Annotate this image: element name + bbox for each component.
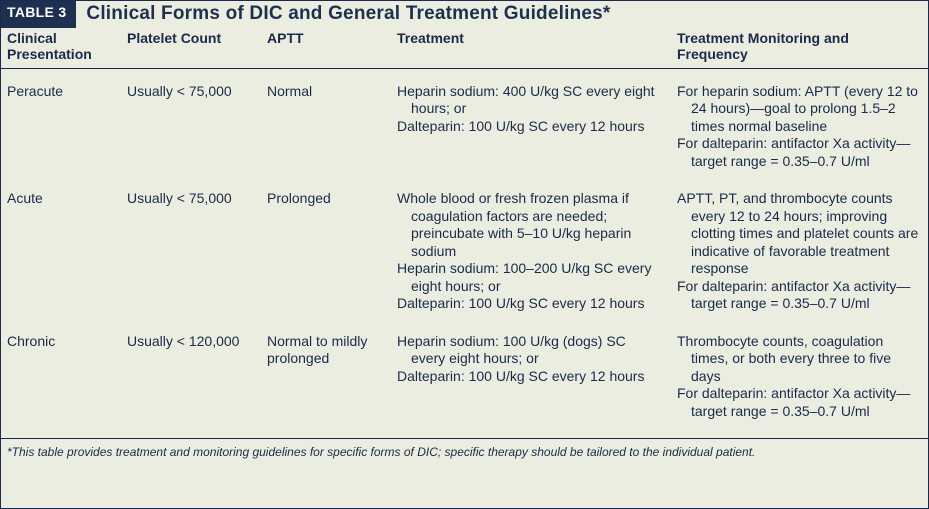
treatment-line: Heparin sodium: 400 U/kg SC every eight … xyxy=(397,83,663,118)
cell-treatment: Whole blood or fresh frozen plasma if co… xyxy=(391,176,671,319)
cell-platelet: Usually < 75,000 xyxy=(121,68,261,176)
cell-platelet: Usually < 120,000 xyxy=(121,319,261,439)
table-body: PeracuteUsually < 75,000NormalHeparin so… xyxy=(1,68,928,438)
monitoring-line: For dalteparin: antifactor Xa activity—t… xyxy=(677,135,920,170)
table-container: TABLE 3 Clinical Forms of DIC and Genera… xyxy=(0,0,929,509)
cell-presentation: Peracute xyxy=(1,68,121,176)
table-row: ChronicUsually < 120,000Normal to mildly… xyxy=(1,319,928,439)
monitoring-line: For dalteparin: antifactor Xa activity—t… xyxy=(677,385,920,420)
treatment-line: Dalteparin: 100 U/kg SC every 12 hours xyxy=(397,118,663,136)
treatment-line: Dalteparin: 100 U/kg SC every 12 hours xyxy=(397,368,663,386)
table-badge: TABLE 3 xyxy=(1,1,76,28)
table-row: PeracuteUsually < 75,000NormalHeparin so… xyxy=(1,68,928,176)
cell-aptt: Prolonged xyxy=(261,176,391,319)
treatment-line: Whole blood or fresh frozen plasma if co… xyxy=(397,190,663,260)
cell-monitoring: APTT, PT, and thrombocyte counts every 1… xyxy=(671,176,928,319)
monitoring-line: For heparin sodium: APTT (every 12 to 24… xyxy=(677,83,920,136)
footnote: *This table provides treatment and monit… xyxy=(1,439,928,468)
col-header-monitoring: Treatment Monitoring and Frequency xyxy=(671,28,928,69)
table-title: Clinical Forms of DIC and General Treatm… xyxy=(76,1,610,28)
title-row: TABLE 3 Clinical Forms of DIC and Genera… xyxy=(1,1,928,28)
cell-monitoring: For heparin sodium: APTT (every 12 to 24… xyxy=(671,68,928,176)
col-header-treatment: Treatment xyxy=(391,28,671,69)
cell-presentation: Chronic xyxy=(1,319,121,439)
col-header-presentation: Clinical Presentation xyxy=(1,28,121,69)
cell-treatment: Heparin sodium: 400 U/kg SC every eight … xyxy=(391,68,671,176)
header-row: Clinical Presentation Platelet Count APT… xyxy=(1,28,928,69)
cell-presentation: Acute xyxy=(1,176,121,319)
treatment-line: Heparin sodium: 100–200 U/kg SC every ei… xyxy=(397,260,663,295)
col-header-platelet: Platelet Count xyxy=(121,28,261,69)
monitoring-line: For dalteparin: antifactor Xa activity—t… xyxy=(677,278,920,313)
col-header-aptt: APTT xyxy=(261,28,391,69)
cell-aptt: Normal xyxy=(261,68,391,176)
monitoring-line: Thrombocyte counts, coagulation times, o… xyxy=(677,333,920,386)
cell-treatment: Heparin sodium: 100 U/kg (dogs) SC every… xyxy=(391,319,671,439)
cell-aptt: Normal to mildly prolonged xyxy=(261,319,391,439)
treatment-line: Heparin sodium: 100 U/kg (dogs) SC every… xyxy=(397,333,663,368)
cell-monitoring: Thrombocyte counts, coagulation times, o… xyxy=(671,319,928,439)
treatment-line: Dalteparin: 100 U/kg SC every 12 hours xyxy=(397,295,663,313)
col-header-text: Clinical Presentation xyxy=(7,30,97,62)
cell-platelet: Usually < 75,000 xyxy=(121,176,261,319)
clinical-table: Clinical Presentation Platelet Count APT… xyxy=(1,28,928,439)
monitoring-line: APTT, PT, and thrombocyte counts every 1… xyxy=(677,190,920,278)
table-row: AcuteUsually < 75,000ProlongedWhole bloo… xyxy=(1,176,928,319)
